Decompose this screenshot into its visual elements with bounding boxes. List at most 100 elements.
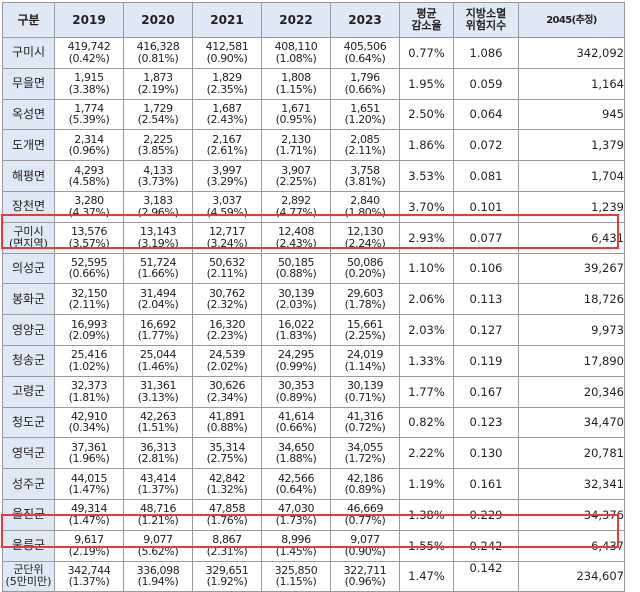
population-2019-cell: 32,150 (2.11%) [54,283,124,316]
population-2021-cell: 42,842 (1.32%) [192,468,262,500]
population-value: 30,139 [346,379,384,393]
population-value: 42,186 [346,471,384,485]
population-2019-cell: 52,595 (0.66%) [54,252,124,285]
population-value: 1,687 [212,101,242,115]
population-2020-cell: 36,313 (2.81%) [123,437,193,470]
decline-rate: (1.02%) [68,359,110,373]
extinction-risk-cell: 0.119 [453,344,519,377]
population-2020-cell: 13,143 (3.19%) [123,221,193,254]
population-2023-cell: 41,316 (0.72%) [330,406,400,439]
population-value: 30,139 [277,286,315,300]
population-2021-cell: 41,891 (0.88%) [192,406,262,439]
population-value: 1,829 [212,71,242,85]
table-row: 무을면 1,915 (3.38%) 1,873 (2.19%) 1,829 (2.35%) 1… [2,67,625,100]
population-2022-cell: 24,295 (0.99%) [261,344,331,377]
forecast-2045-cell: 20,346 [518,375,625,408]
forecast-2045-cell: 17,890 [518,344,625,377]
decline-rate: (0.88%) [275,267,317,281]
table-row: 구미시 419,742 (0.42%) 416,328 (0.81%) 412,581 (0… [2,37,625,69]
decline-rate: (2.19%) [137,82,179,96]
population-value: 342,744 [67,563,111,577]
forecast-2045-cell: 39,267 [518,252,625,285]
decline-rate: (1.77%) [137,329,179,343]
population-2022-cell: 1,808 (1.15%) [261,67,331,100]
forecast-2045-cell: 20,781 [518,437,625,470]
region-name: 청송군 [11,353,46,368]
table-body: 구미시 419,742 (0.42%) 416,328 (0.81%) 412,581 (0… [2,37,625,592]
population-value: 9,077 [350,533,380,547]
avg-decline-cell: 1.38% [399,498,454,531]
population-value: 419,742 [67,40,111,54]
population-2021-cell: 1,687 (2.43%) [192,98,262,131]
population-value: 2,314 [74,132,104,146]
population-value: 25,044 [139,348,177,362]
decline-rate: (0.95%) [275,113,317,127]
population-2022-cell: 325,850 (1.15%) [261,560,331,592]
population-value: 16,022 [277,317,315,331]
population-value: 37,361 [70,440,108,454]
header-2019: 2019 [54,2,124,38]
region-name-cell: 성주군 [2,468,55,500]
avg-decline-cell: 1.95% [399,67,454,100]
population-2023-cell: 42,186 (0.89%) [330,468,400,500]
decline-rate: (2.25%) [275,175,317,189]
decline-rate: (2.43%) [206,113,248,127]
population-2019-cell: 9,617 (2.19%) [54,529,124,562]
forecast-2045-cell: 1,239 [518,190,625,223]
population-value: 46,669 [346,502,384,516]
population-value: 3,997 [212,163,242,177]
population-2020-cell: 3,183 (2.96%) [123,190,193,223]
decline-rate: (1.94%) [137,575,179,589]
population-2023-cell: 15,661 (2.25%) [330,314,400,346]
extinction-risk-cell: 0.161 [453,468,519,500]
table-row: 영양군 16,993 (2.09%) 16,692 (1.77%) 16,320 (2.23… [2,314,625,346]
population-2019-cell: 37,361 (1.96%) [54,437,124,470]
population-value: 13,576 [70,225,108,239]
extinction-risk-cell: 0.229 [453,498,519,531]
header-extinction-risk: 지방소멸 위험지수 [453,2,519,38]
region-name-cell: 청도군 [2,406,55,439]
region-name-cell: 의성군 [2,252,55,285]
decline-rate: (2.02%) [206,359,248,373]
population-value: 44,015 [70,471,108,485]
population-value: 29,603 [346,286,384,300]
population-value: 12,130 [346,225,384,239]
table-row: 구미시 (면지역) 13,576 (3.57%) 13,143 (3.19%) 12,717… [2,221,625,254]
population-value: 42,842 [208,471,246,485]
population-value: 1,651 [350,101,380,115]
population-2022-cell: 42,566 (0.64%) [261,468,331,500]
population-2019-cell: 419,742 (0.42%) [54,37,124,69]
population-2020-cell: 43,414 (1.37%) [123,468,193,500]
decline-rate: (3.19%) [137,236,179,250]
decline-rate: (1.96%) [68,452,110,466]
population-value: 47,858 [208,502,246,516]
population-2021-cell: 30,762 (2.32%) [192,283,262,316]
population-2021-cell: 12,717 (3.24%) [192,221,262,254]
decline-rate: (3.29%) [206,175,248,189]
population-table-container: 구분 2019 2020 2021 2022 2023 평균 감소율 지방소멸 위험… [1,2,625,592]
forecast-2045-cell: 342,092 [518,37,625,69]
table-row: 옥성면 1,774 (5.39%) 1,729 (2.54%) 1,687 (2.43%) 1… [2,98,625,131]
population-value: 36,313 [139,440,177,454]
region-name-cell: 군단위 (5만미만) [2,560,55,592]
population-value: 1,729 [143,101,173,115]
population-value: 41,316 [346,409,384,423]
decline-rate: (1.47%) [68,513,110,527]
header-2045-forecast: 2045(추정) [518,2,625,38]
population-2019-cell: 13,576 (3.57%) [54,221,124,254]
decline-rate: (1.15%) [275,575,317,589]
table-row: 고령군 32,373 (1.81%) 31,361 (3.13%) 30,626 (2.34… [2,375,625,408]
decline-rate: (1.51%) [137,421,179,435]
decline-rate: (3.73%) [137,175,179,189]
forecast-2045-cell: 945 [518,98,625,131]
region-name-cell: 고령군 [2,375,55,408]
population-2019-cell: 16,993 (2.09%) [54,314,124,346]
population-value: 1,873 [143,71,173,85]
population-value: 34,055 [346,440,384,454]
population-2020-cell: 1,729 (2.54%) [123,98,193,131]
population-value: 1,671 [281,101,311,115]
population-value: 32,150 [70,286,108,300]
decline-rate: (3.57%) [68,236,110,250]
population-2023-cell: 322,711 (0.96%) [330,560,400,592]
population-value: 405,506 [343,40,387,54]
